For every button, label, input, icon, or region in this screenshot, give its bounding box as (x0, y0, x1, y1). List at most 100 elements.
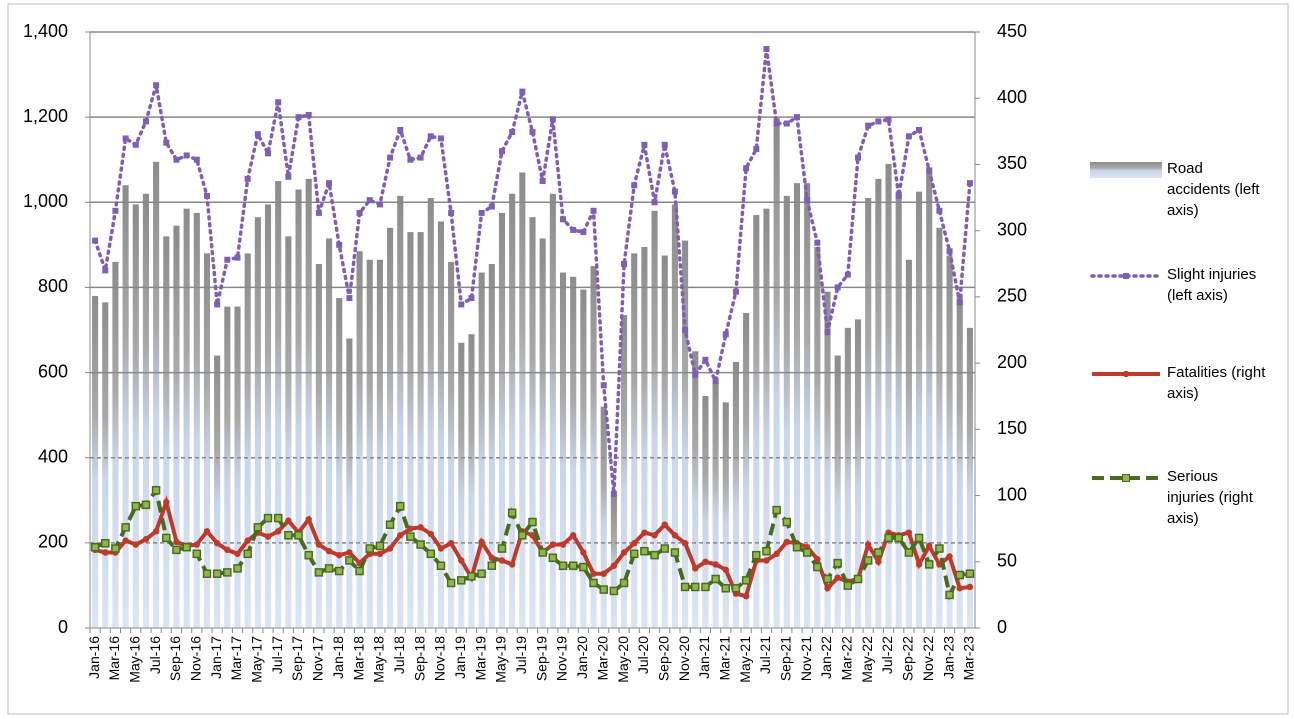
x-tick-label: Jul-19 (513, 636, 529, 674)
point (915, 561, 923, 568)
point (814, 555, 821, 563)
x-tick-label: Sep-20 (655, 636, 671, 681)
bar (275, 181, 282, 628)
point (376, 201, 383, 208)
point (212, 569, 222, 578)
point (243, 549, 252, 559)
point (853, 574, 863, 584)
point (956, 299, 963, 306)
y-tick-label: 400 (38, 446, 68, 466)
point (285, 173, 292, 180)
point (101, 538, 110, 548)
point (965, 569, 975, 578)
point (324, 564, 334, 573)
point (935, 544, 944, 553)
point (498, 148, 505, 155)
point (355, 566, 364, 576)
point (529, 129, 536, 136)
point (436, 561, 446, 571)
bar (203, 253, 211, 628)
bar (173, 225, 180, 628)
bar (244, 253, 251, 628)
x-tick-label: Jul-18 (391, 636, 407, 674)
point (599, 585, 608, 594)
point (895, 192, 902, 199)
bar (254, 217, 261, 628)
point (182, 542, 191, 552)
point (90, 542, 100, 552)
legend-marker (1122, 370, 1130, 378)
bar (854, 319, 862, 628)
point (478, 538, 485, 546)
point (233, 564, 242, 573)
point (691, 582, 700, 592)
bar (631, 253, 638, 628)
point (387, 154, 394, 161)
bar (895, 191, 902, 628)
x-tick-label: Jan-23 (940, 636, 956, 679)
bar (753, 215, 760, 629)
x-tick-label: Jan-17 (208, 636, 224, 679)
point (142, 536, 150, 543)
point (875, 118, 882, 125)
point (823, 574, 832, 584)
point (397, 126, 404, 133)
point (538, 548, 547, 557)
bar (224, 306, 231, 628)
bar (295, 189, 302, 628)
bar (641, 246, 648, 628)
point (926, 167, 933, 174)
x-tick-label: Nov-22 (920, 636, 936, 681)
x-tick-label: Mar-23 (961, 636, 977, 681)
x-tick-label: Jan-18 (330, 636, 346, 679)
x-tick-label: Mar-18 (350, 636, 366, 681)
x-tick-label: Jan-19 (452, 636, 468, 679)
x-tick-label: Jan-16 (86, 636, 102, 679)
point (407, 156, 414, 163)
bar (183, 208, 190, 628)
y2-tick-label: 0 (997, 617, 1007, 637)
point (334, 566, 344, 576)
y-tick-label: 1,400 (23, 21, 68, 41)
point (529, 532, 536, 539)
y2-tick-label: 250 (997, 286, 1027, 306)
point (336, 241, 343, 248)
point (793, 114, 800, 121)
point (926, 542, 933, 550)
bar (163, 236, 170, 629)
x-tick-label: May-20 (615, 636, 631, 683)
point (141, 500, 151, 510)
point (366, 197, 373, 204)
bar (722, 402, 729, 628)
point (782, 517, 792, 527)
point (773, 550, 780, 558)
bar (326, 238, 333, 628)
point (651, 532, 658, 539)
bar (397, 195, 404, 628)
point (824, 585, 831, 592)
legend-label: Slight injuries (left axis) (1167, 266, 1257, 304)
point (743, 165, 750, 172)
point (426, 549, 436, 559)
point (192, 549, 202, 559)
point (416, 540, 425, 549)
point (621, 261, 628, 268)
point (498, 557, 506, 564)
x-tick-label: Jul-21 (757, 636, 773, 674)
bar (804, 183, 811, 628)
point (223, 568, 232, 577)
point (244, 537, 251, 544)
point (295, 114, 302, 121)
bar (570, 276, 577, 628)
point (111, 544, 120, 553)
point (102, 267, 109, 274)
point (275, 99, 282, 106)
point (570, 226, 577, 233)
bar (956, 293, 963, 628)
point (763, 46, 770, 53)
bar (916, 191, 923, 628)
x-tick-label: Sep-16 (167, 636, 183, 681)
point (741, 576, 751, 585)
bar (437, 221, 444, 628)
